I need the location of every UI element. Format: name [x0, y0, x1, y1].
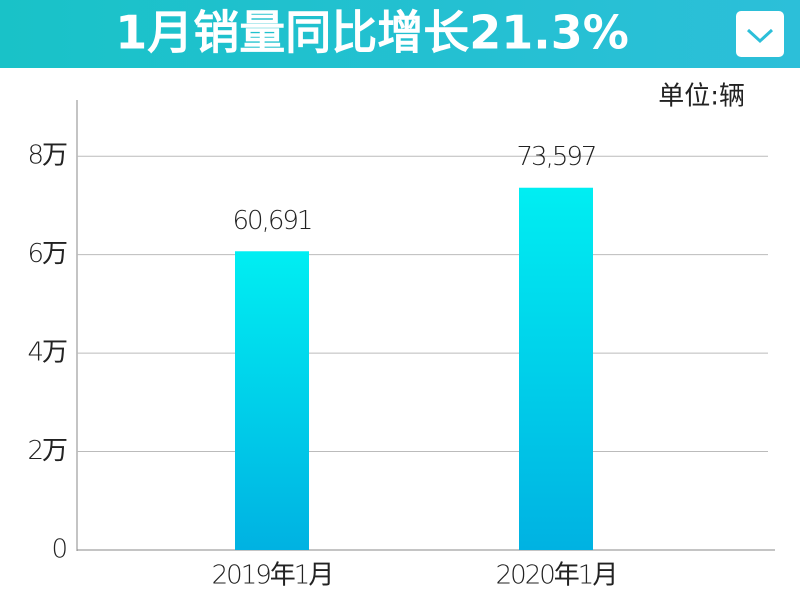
x-tick-label: 2020年1月 — [496, 561, 617, 591]
bar — [235, 251, 309, 550]
chart-title: 1月销量同比增长21.3% — [115, 6, 629, 60]
y-tick-label: 2万 — [27, 436, 67, 466]
y-tick-label: 4万 — [27, 338, 67, 368]
dropdown-button[interactable] — [736, 11, 784, 57]
value-label: 60,691 — [233, 206, 312, 236]
x-tick-label: 2019年1月 — [212, 561, 333, 591]
unit-note: 单位:辆 — [658, 82, 745, 112]
y-tick-label: 6万 — [27, 239, 67, 269]
header-band — [0, 0, 800, 68]
value-label: 73,597 — [517, 142, 596, 172]
y-tick-label: 0 — [51, 535, 66, 565]
y-tick-label: 8万 — [27, 141, 67, 171]
bar — [519, 187, 593, 551]
